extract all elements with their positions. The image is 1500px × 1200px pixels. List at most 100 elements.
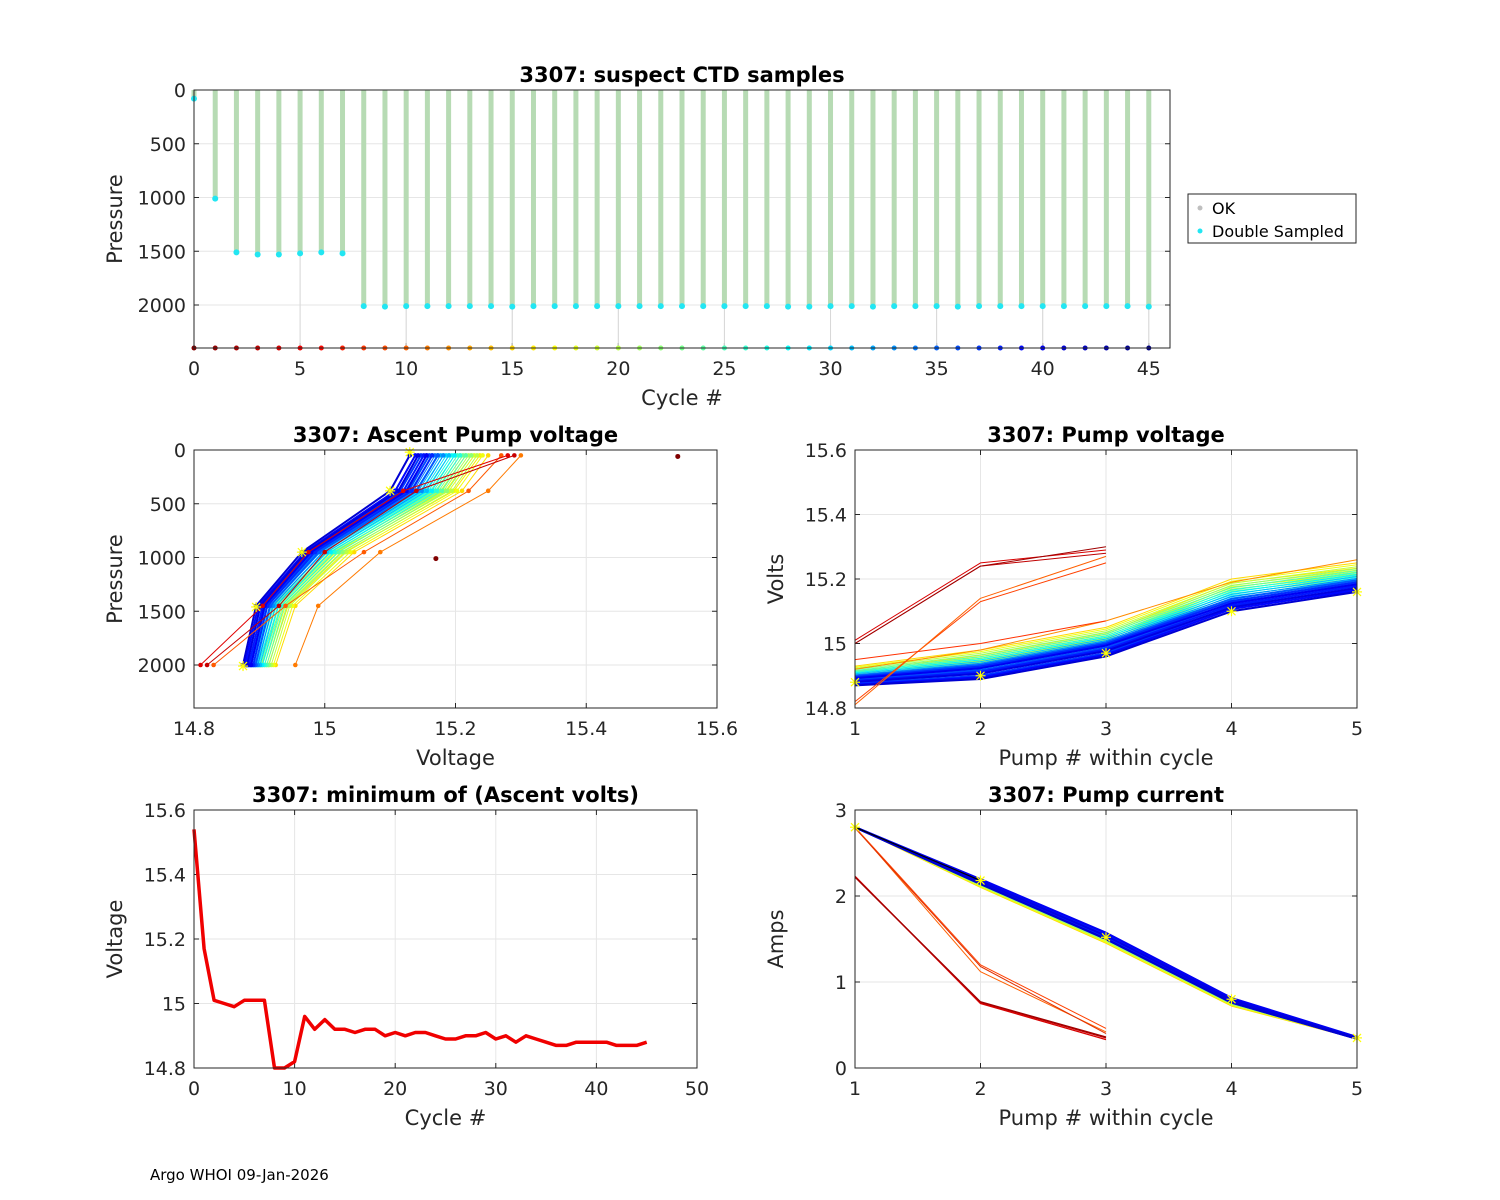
double-sampled-point [360,303,367,310]
suspect-y-tick-label: 2000 [138,295,186,317]
ascent-profile-point [480,453,485,458]
double-sampled-point [891,303,898,310]
pump_current-x-tick-label: 3 [1100,1078,1112,1100]
latest-cycle-star [385,485,396,496]
pump-voltage-line [854,581,1358,679]
min_volts-x-tick-label: 10 [283,1078,307,1100]
suspect-y-tick-label: 0 [174,80,186,102]
pump-voltage-line [854,574,1358,674]
pump_voltage-x-tick-label: 1 [849,718,861,740]
suspect-x-tick-label: 10 [394,358,418,380]
latest-cycle-star [975,670,986,681]
pump_voltage-title: 3307: Pump voltage [987,423,1225,447]
double-sampled-point [572,303,579,310]
suspect-y-tick-label: 1000 [138,188,186,210]
pump-voltage-line [854,579,1358,677]
ascent-profile-point [446,453,452,458]
pump_current-y-label: Amps [764,909,788,968]
pump-voltage-line [854,575,1358,675]
suspect-axes-frame [193,89,1171,349]
min_volts-x-tick-label: 40 [584,1078,608,1100]
double-sampled-point [615,303,622,310]
latest-cycle-star [1226,606,1237,617]
ascent-profile-point [198,662,203,668]
ascent-profile-point [466,488,471,494]
pump_voltage-x-tick-label: 2 [974,718,986,740]
ascent-profile-point [444,488,450,494]
suspect-y-label: Pressure [103,174,127,264]
pump-current-line-3pump [854,876,1107,1038]
legend-ok-marker [1197,205,1203,211]
min_volts-y-tick-label: 15.4 [144,865,186,887]
suspect-y-tick-label: 1500 [138,241,186,263]
double-sampled-point [1082,303,1089,310]
double-sampled-point [424,303,431,310]
latest-cycle-star-stroke [1227,606,1236,616]
suspect-x-tick-label: 15 [500,358,524,380]
ascent-profile-point [434,488,440,494]
pump_voltage-x-tick-label: 4 [1225,718,1237,740]
double-sampled-point [297,250,304,257]
ascent-profile-point [424,488,430,494]
pump-current-line-3pump [854,827,1107,1035]
ascent-profile-point [378,549,383,555]
latest-cycle-star-stroke [976,671,985,681]
pump-voltage-line-3pump [854,555,1107,706]
min-voltage-line [192,829,648,1070]
pump_voltage-y-label: Volts [764,554,788,605]
ascent-profile-point [505,453,511,458]
double-sampled-point [594,303,601,310]
double-sampled-point [679,303,685,310]
pump_current-x-tick-label: 1 [849,1078,861,1100]
ascent-profile-point [424,453,429,458]
latest-cycle-star-stroke [405,447,415,457]
ascent_voltage-y-tick-label: 2000 [138,655,186,677]
ascent-profile-point [415,453,421,458]
ascent-profile-point [452,453,457,458]
ascent-profile-point [429,453,435,458]
ascent_voltage-x-tick-label: 15.4 [565,718,607,740]
ascent-profile-point [361,549,367,555]
ascent-profile-point [429,488,435,494]
pump_current-x-tick-label: 2 [974,1078,986,1100]
double-sampled-point [933,303,940,310]
pump_voltage-x-tick-label: 3 [1100,718,1112,740]
ascent_voltage-x-tick-label: 15 [313,718,337,740]
min_volts-y-tick-label: 14.8 [144,1058,186,1080]
min_volts-x-tick-label: 0 [188,1078,200,1100]
min_volts-axes-frame [193,809,698,1069]
double-sampled-point [806,303,813,310]
suspect-x-tick-label: 45 [1137,358,1161,380]
ascent-outlier-point [433,556,439,562]
double-sampled-point [1103,303,1110,310]
latest-cycle-star-stroke [1101,648,1111,658]
double-sampled-point [954,303,961,310]
ascent-profile-point [400,488,406,494]
ascent-profile-point [454,488,460,494]
pump-current-line-3pump [854,826,1107,1029]
pump_voltage-y-tick-label: 15.4 [805,505,847,527]
pump-voltage-line [854,583,1358,680]
latest-cycle-star-stroke [297,547,307,557]
pump_current-x-tick-label: 5 [1351,1078,1363,1100]
ascent-profile-point [315,603,321,609]
pump_voltage-y-tick-label: 15.2 [805,569,847,591]
pump_current-x-label: Pump # within cycle [999,1106,1214,1130]
ascent_voltage-y-tick-label: 1000 [138,548,186,570]
ascent_voltage-x-tick-label: 15.6 [696,718,738,740]
double-sampled-point [742,303,749,310]
double-sampled-point [976,303,983,310]
ascent_voltage-y-tick-label: 1500 [138,601,186,623]
pump-current-line-latest [854,826,981,882]
ascent-profile-point [459,488,465,494]
ascent-profile-point [441,453,446,458]
latest-cycle-star-stroke [1227,994,1236,1004]
pump_voltage-x-label: Pump # within cycle [999,746,1214,770]
min_volts-y-tick-label: 15.6 [144,800,186,822]
latest-cycle-star [251,601,262,612]
ascent_voltage-y-tick-label: 500 [150,494,186,516]
latest-cycle-star [975,875,986,886]
ascent_voltage-y-tick-label: 0 [174,440,186,462]
double-sampled-point [636,303,643,310]
latest-cycle-star [238,661,249,672]
